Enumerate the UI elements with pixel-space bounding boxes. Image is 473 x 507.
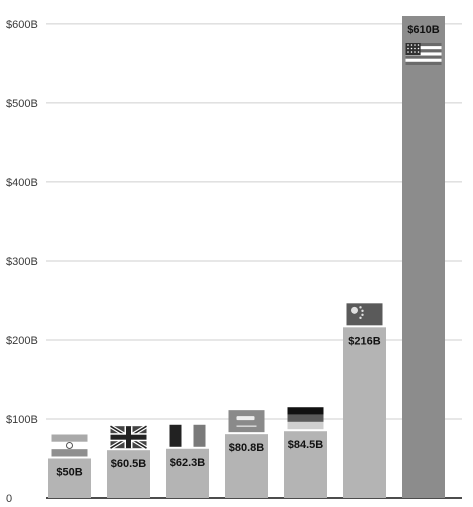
flag-bg bbox=[346, 303, 383, 326]
flag-band bbox=[51, 449, 88, 457]
bar bbox=[343, 327, 386, 498]
flag-stripe bbox=[405, 61, 442, 65]
flag-star bbox=[417, 51, 420, 53]
bar-value-label: $216B bbox=[348, 335, 380, 347]
flag-script bbox=[236, 416, 255, 421]
bar-value-label: $84.5B bbox=[288, 439, 324, 451]
flag-star bbox=[410, 47, 413, 50]
flag-band bbox=[287, 407, 324, 415]
france-flag-icon bbox=[169, 424, 206, 447]
flags bbox=[51, 43, 442, 457]
bar bbox=[402, 16, 445, 498]
flag-star bbox=[414, 44, 416, 46]
flag-band bbox=[193, 424, 206, 447]
flag-star bbox=[361, 313, 364, 317]
flag-stripe bbox=[405, 58, 442, 62]
bar bbox=[166, 448, 209, 498]
flag-band bbox=[169, 424, 182, 447]
flag-star bbox=[351, 306, 358, 314]
flag-star bbox=[407, 47, 409, 50]
flag-star bbox=[410, 44, 413, 46]
flag-stripe bbox=[405, 55, 442, 59]
flag-stripe bbox=[405, 52, 442, 56]
flag-star bbox=[410, 51, 413, 53]
flag-star bbox=[359, 316, 362, 320]
y-tick-label: $500B bbox=[6, 98, 38, 110]
flag-star bbox=[414, 51, 416, 53]
flag-star bbox=[361, 309, 364, 313]
flag-band bbox=[51, 441, 88, 450]
uk-flag-icon bbox=[109, 424, 148, 450]
bar-value-label: $50B bbox=[56, 466, 82, 478]
flag-band bbox=[51, 434, 88, 442]
y-tick-label: $600B bbox=[6, 19, 38, 31]
y-tick-label: $100B bbox=[6, 414, 38, 426]
flag-star bbox=[417, 44, 420, 46]
bars bbox=[48, 16, 445, 498]
flag-band bbox=[287, 421, 324, 430]
flag-wheel bbox=[66, 441, 73, 449]
bar-value-label: $80.8B bbox=[229, 442, 265, 454]
flag-star bbox=[407, 44, 409, 46]
bar bbox=[284, 431, 327, 498]
grid-lines bbox=[46, 23, 462, 420]
flag-band bbox=[181, 424, 194, 447]
flag-star bbox=[414, 47, 416, 50]
flag-star bbox=[417, 47, 420, 50]
y-tick-label: $200B bbox=[6, 335, 38, 347]
y-tick-label: $400B bbox=[6, 177, 38, 189]
usa-flag-icon bbox=[405, 43, 442, 65]
value-labels: $50B $60.5B $62.3B $80.8B $84.5B $216B $610B bbox=[56, 24, 439, 478]
flag-canton bbox=[405, 43, 421, 56]
bar bbox=[107, 450, 150, 498]
flag-star bbox=[407, 51, 409, 53]
bar-value-label: $60.5B bbox=[111, 458, 147, 470]
bar-value-label: $62.3B bbox=[170, 457, 206, 469]
bar-value-label: $610B bbox=[407, 24, 439, 36]
y-tick-label: 0 bbox=[6, 493, 12, 505]
germany-flag-icon bbox=[287, 407, 324, 430]
saudi-arabia-flag-icon bbox=[228, 410, 265, 433]
india-flag-icon bbox=[51, 434, 88, 457]
flag-cross bbox=[110, 434, 147, 440]
bar bbox=[48, 458, 91, 498]
flag-stripe bbox=[405, 46, 442, 50]
china-flag-icon bbox=[346, 303, 383, 326]
bar bbox=[225, 434, 268, 498]
flag-stripe bbox=[405, 43, 442, 47]
flag-band bbox=[287, 414, 324, 422]
flag-bg bbox=[228, 410, 265, 433]
flag-stripe bbox=[405, 49, 442, 53]
flag-star bbox=[359, 306, 362, 309]
y-tick-label: $300B bbox=[6, 256, 38, 268]
